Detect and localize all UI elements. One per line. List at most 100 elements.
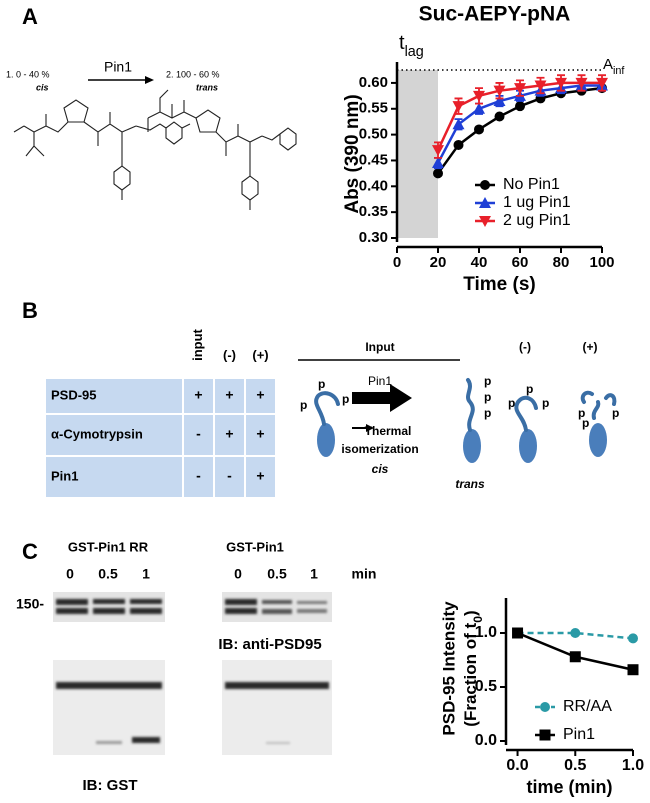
blot-band	[56, 599, 88, 605]
asymptote-label: Ainf	[603, 56, 625, 77]
protein-plus	[580, 390, 617, 457]
blot-band	[130, 608, 162, 614]
scheme-end-form: trans	[196, 82, 218, 92]
backbone	[147, 89, 263, 176]
table-row	[44, 455, 277, 499]
scheme-start-label: 1. 0 - 40 %	[6, 69, 50, 79]
diagram-thermal: Thermal	[365, 424, 412, 438]
legend-marker	[479, 197, 491, 208]
protein-strand	[314, 391, 340, 426]
blot-band	[130, 599, 162, 604]
phospho-label: p	[582, 416, 589, 430]
diagram-cis: cis	[372, 462, 389, 476]
data-point	[514, 83, 526, 95]
y-tick-label: 0.30	[359, 229, 388, 246]
data-point	[493, 95, 506, 107]
diagram-minus: (-)	[519, 340, 531, 354]
data-point	[452, 118, 465, 130]
data-point	[515, 101, 525, 112]
x-tick-label: 40	[471, 254, 488, 271]
y-tick-label: 0.45	[359, 151, 388, 168]
phospho-label: p	[342, 392, 349, 406]
structure-cis	[13, 99, 191, 200]
x-axis-label: time (min)	[526, 777, 612, 797]
y-tick-label: 0.40	[359, 177, 388, 194]
diagram-trans: trans	[455, 477, 485, 491]
blot-background	[222, 592, 332, 622]
y-tick-label: 0.60	[359, 74, 388, 91]
lane-label: 0	[234, 566, 242, 582]
row-label: PSD-95	[51, 387, 97, 402]
table-cell-text: +	[256, 387, 264, 403]
phospho-label: p	[508, 396, 515, 410]
data-point	[555, 77, 567, 89]
panel-label: C	[22, 539, 38, 564]
data-point	[596, 77, 608, 89]
phospho-label: p	[578, 406, 585, 420]
data-point	[570, 628, 581, 638]
asymptote-label-sub: inf	[613, 65, 625, 77]
phospho-label: p	[542, 396, 549, 410]
table-cell-text: -	[196, 426, 201, 442]
y-tick-label: 0.50	[359, 126, 388, 143]
protein-trans	[463, 378, 481, 463]
table-cell-text: -	[227, 468, 232, 484]
y-tick-label: 0.55	[359, 100, 388, 117]
blot-band	[56, 608, 88, 614]
y-tick-label: 0.0	[475, 732, 497, 749]
scheme-end-label: 2. 100 - 60 %	[166, 69, 220, 79]
legend-label: 2 ug Pin1	[503, 212, 571, 229]
proline-ring	[195, 109, 221, 133]
lane-label: 1	[142, 566, 150, 582]
x-axis-label: Time (s)	[463, 274, 536, 295]
y-axis-label: Abs (390 nm)	[342, 94, 363, 213]
protein-body	[463, 429, 481, 463]
data-point	[433, 168, 443, 179]
table-cell-text: -	[196, 468, 201, 484]
legend-marker	[479, 216, 491, 227]
blot-label: IB: GST	[83, 777, 138, 794]
y-tick-label: 0.5	[475, 678, 497, 695]
blot-band	[96, 741, 122, 744]
lag-label-part: t	[399, 32, 405, 54]
mw-marker: 150-	[16, 596, 44, 612]
phospho-label: p	[526, 382, 533, 396]
y-axis-label-part: (Fraction of t	[461, 622, 480, 726]
nitrophenyl-ring	[261, 127, 297, 151]
blot-band	[297, 601, 327, 604]
phospho-label: p	[300, 398, 307, 412]
protein-minus	[514, 395, 538, 463]
blot-band	[262, 609, 292, 614]
lane-label: 0	[66, 566, 74, 582]
data-point	[453, 139, 464, 150]
phospho-label: p	[484, 406, 491, 420]
panel-label: A	[22, 4, 38, 29]
column-header: (+)	[252, 347, 268, 362]
data-point	[473, 102, 485, 114]
protein-cis	[314, 391, 340, 457]
data-point	[432, 145, 444, 157]
x-tick-label: 0.5	[564, 757, 586, 774]
data-point	[628, 633, 638, 644]
data-point	[474, 124, 484, 135]
legend-marker	[480, 180, 490, 190]
scheme-arrowhead	[145, 76, 154, 84]
x-tick-label: 100	[589, 254, 614, 271]
blot-band	[93, 599, 125, 604]
legend-label: No Pin1	[503, 176, 560, 193]
panel-label: B	[22, 298, 38, 323]
protein-strand	[466, 378, 475, 432]
blot-band	[225, 608, 257, 614]
phospho-label: p	[484, 390, 491, 404]
data-point	[569, 651, 581, 663]
data-point	[512, 627, 524, 639]
blot-background	[222, 660, 332, 755]
legend-marker	[540, 702, 550, 712]
data-point	[493, 85, 506, 97]
chart-title: Suc-AEPY-pNA	[419, 3, 571, 26]
data-point	[494, 111, 505, 122]
blot-band	[225, 599, 257, 605]
blot-band	[262, 600, 292, 604]
legend-label: Pin1	[563, 726, 595, 743]
table-cell-text: +	[256, 426, 264, 442]
